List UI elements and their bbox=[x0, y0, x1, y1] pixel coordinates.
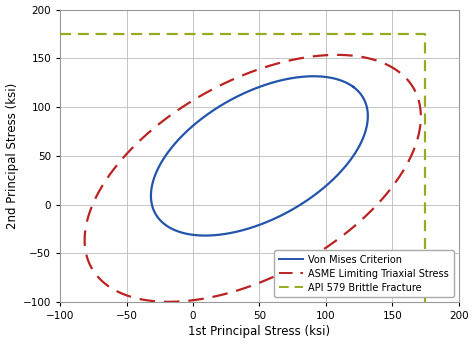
API 579 Brittle Fracture bbox=[57, 32, 63, 36]
ASME Limiting Triaxial Stress bbox=[84, 254, 90, 258]
Line: API 579 Brittle Fracture: API 579 Brittle Fracture bbox=[60, 34, 426, 302]
ASME Limiting Triaxial Stress bbox=[82, 230, 88, 234]
ASME Limiting Triaxial Stress bbox=[395, 69, 401, 74]
Von Mises Criterion bbox=[311, 74, 317, 78]
Y-axis label: 2nd Principal Stress (ksi): 2nd Principal Stress (ksi) bbox=[6, 83, 18, 229]
ASME Limiting Triaxial Stress bbox=[166, 300, 172, 304]
Legend: Von Mises Criterion, ASME Limiting Triaxial Stress, API 579 Brittle Fracture: Von Mises Criterion, ASME Limiting Triax… bbox=[274, 250, 454, 298]
ASME Limiting Triaxial Stress bbox=[315, 54, 321, 58]
API 579 Brittle Fracture bbox=[423, 300, 428, 304]
ASME Limiting Triaxial Stress bbox=[273, 274, 279, 278]
ASME Limiting Triaxial Stress bbox=[361, 216, 367, 220]
API 579 Brittle Fracture bbox=[423, 32, 428, 36]
Von Mises Criterion bbox=[350, 85, 356, 89]
X-axis label: 1st Principal Stress (ksi): 1st Principal Stress (ksi) bbox=[188, 325, 330, 338]
Von Mises Criterion bbox=[350, 85, 356, 89]
ASME Limiting Triaxial Stress bbox=[395, 69, 401, 74]
Line: Von Mises Criterion: Von Mises Criterion bbox=[151, 76, 368, 236]
Von Mises Criterion bbox=[272, 217, 277, 221]
Von Mises Criterion bbox=[337, 171, 343, 175]
ASME Limiting Triaxial Stress bbox=[374, 202, 380, 206]
Von Mises Criterion bbox=[328, 179, 334, 183]
ASME Limiting Triaxial Stress bbox=[334, 53, 340, 57]
Von Mises Criterion bbox=[299, 75, 304, 79]
Von Mises Criterion bbox=[202, 234, 208, 238]
Line: ASME Limiting Triaxial Stress: ASME Limiting Triaxial Stress bbox=[85, 55, 421, 302]
Von Mises Criterion bbox=[148, 189, 154, 193]
Von Mises Criterion bbox=[149, 204, 155, 208]
